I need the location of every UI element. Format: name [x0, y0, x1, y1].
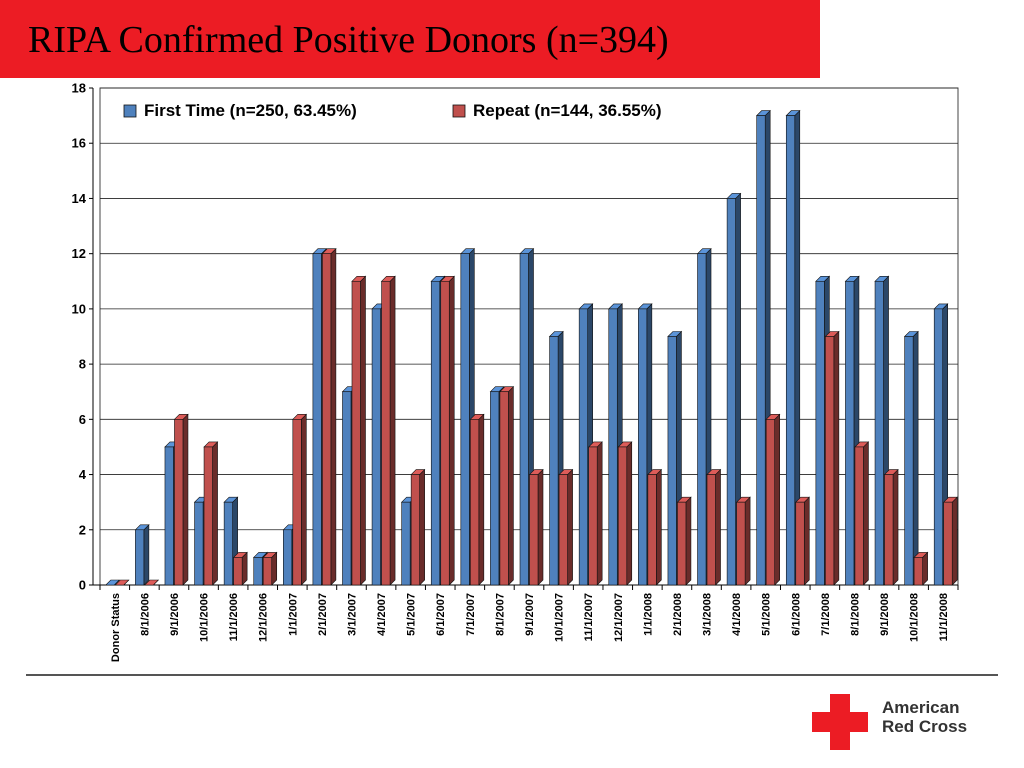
- x-tick-label: 3/1/2007: [346, 593, 358, 636]
- bar-repeat: [499, 385, 515, 586]
- x-tick-label: 8/1/2007: [494, 593, 506, 636]
- y-tick-label: 8: [79, 357, 86, 372]
- x-tick-label: 2/1/2007: [317, 593, 329, 636]
- bar-first-time: [105, 579, 121, 586]
- y-tick-label: 18: [72, 81, 86, 96]
- logo-text: American Red Cross: [882, 698, 967, 736]
- bar-repeat: [942, 496, 958, 586]
- bar-repeat: [144, 579, 160, 586]
- bar-repeat: [913, 551, 929, 586]
- x-tick-label: 12/1/2006: [258, 593, 270, 642]
- bar-first-time: [903, 330, 919, 586]
- x-tick-label: 12/1/2007: [613, 593, 625, 642]
- bar-first-time: [134, 524, 150, 586]
- bar-repeat: [114, 579, 130, 586]
- bar-repeat: [676, 496, 692, 586]
- y-tick-label: 4: [79, 467, 87, 482]
- bar-repeat: [173, 413, 189, 586]
- y-tick-label: 10: [72, 301, 86, 316]
- logo-line-1: American: [882, 698, 960, 717]
- x-tick-label: 11/1/2008: [938, 593, 950, 641]
- x-tick-label: 6/1/2008: [790, 593, 802, 636]
- x-tick-label: 8/1/2008: [849, 593, 861, 636]
- bar-repeat: [706, 468, 722, 586]
- bar-repeat: [587, 441, 603, 586]
- x-tick-label: 10/1/2008: [909, 593, 921, 642]
- legend: First Time (n=250, 63.45%) Repeat (n=144,…: [123, 101, 662, 120]
- y-tick-label: 2: [79, 522, 86, 537]
- page-title: RIPA Confirmed Positive Donors (n=394): [28, 19, 669, 61]
- x-tick-label: 9/1/2008: [879, 593, 891, 636]
- legend-label: First Time (n=250, 63.45%): [144, 101, 357, 120]
- bar-repeat: [795, 496, 811, 586]
- title-bar: RIPA Confirmed Positive Donors (n=394): [0, 0, 820, 78]
- y-tick-label: 0: [79, 578, 86, 593]
- bar-repeat: [232, 551, 248, 586]
- y-tick-label: 6: [79, 412, 86, 427]
- x-tick-label: 11/1/2006: [228, 593, 240, 641]
- x-tick-label: 9/1/2006: [169, 593, 181, 636]
- x-tick-label: 11/1/2007: [583, 593, 595, 641]
- bar-repeat: [765, 413, 781, 586]
- bar-repeat: [292, 413, 308, 586]
- bar-repeat: [321, 247, 337, 586]
- y-tick-label: 12: [72, 246, 86, 261]
- y-tick-label: 14: [72, 191, 87, 206]
- x-tick-label: 5/1/2007: [406, 593, 418, 636]
- american-red-cross-logo: American Red Cross: [810, 692, 990, 752]
- bar-repeat: [824, 330, 840, 586]
- x-tick-label: 10/1/2007: [554, 593, 566, 642]
- x-tick-label: 10/1/2006: [199, 593, 211, 642]
- x-tick-label: 4/1/2007: [376, 593, 388, 636]
- red-cross-icon: [812, 694, 868, 750]
- logo-line-2: Red Cross: [882, 717, 968, 736]
- legend-swatch: [452, 104, 466, 118]
- x-tick-label: Donor Status: [110, 593, 122, 662]
- bar-repeat: [647, 468, 663, 586]
- x-tick-label: 7/1/2007: [465, 593, 477, 636]
- bar-repeat: [380, 275, 396, 586]
- bar-repeat: [203, 441, 219, 586]
- y-tick-label: 16: [72, 136, 86, 151]
- bar-repeat: [351, 275, 367, 586]
- legend-label: Repeat (n=144, 36.55%): [473, 101, 662, 120]
- legend-swatch: [123, 104, 137, 118]
- bar-repeat: [410, 468, 426, 586]
- footer-divider: [26, 674, 998, 676]
- x-tick-label: 1/1/2008: [642, 593, 654, 636]
- bar-repeat: [854, 441, 870, 586]
- bar-repeat: [262, 551, 278, 586]
- bar-first-time: [726, 192, 742, 586]
- bar-repeat: [469, 413, 485, 586]
- bar-repeat: [528, 468, 544, 586]
- x-tick-label: 7/1/2008: [820, 593, 832, 636]
- bar-chart: 0 2 4 6 8 10 12 14 16 18 Donor Status 8/1/2006 9/1/…: [72, 81, 959, 662]
- bar-repeat: [617, 441, 633, 586]
- bar-repeat: [735, 496, 751, 586]
- x-tick-label: 1/1/2007: [287, 593, 299, 636]
- x-tick-label: 6/1/2007: [435, 593, 447, 636]
- x-tick-label: 3/1/2008: [702, 593, 714, 636]
- bar-repeat: [440, 275, 455, 586]
- x-tick-label: 4/1/2008: [731, 593, 743, 636]
- bar-repeat: [883, 468, 899, 586]
- x-tick-label: 8/1/2006: [139, 593, 151, 636]
- x-tick-label: 9/1/2007: [524, 593, 536, 636]
- x-tick-label: 5/1/2008: [761, 593, 773, 636]
- x-tick-label: 2/1/2008: [672, 593, 684, 636]
- bar-repeat: [558, 468, 574, 586]
